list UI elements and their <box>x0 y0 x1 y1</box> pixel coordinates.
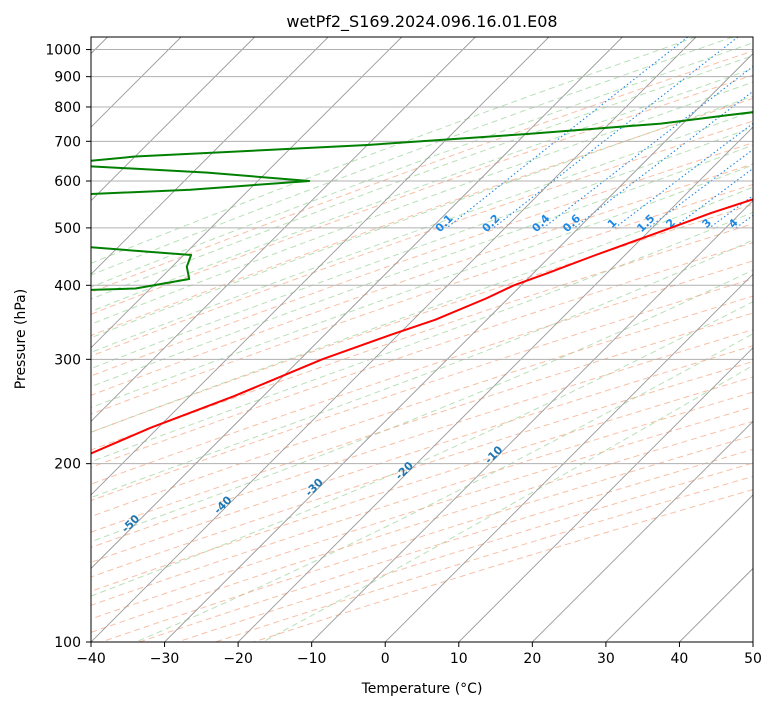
mixing-ratio-line <box>614 122 753 229</box>
y-tick-label: 600 <box>54 174 81 190</box>
moist-adiabat-line <box>91 144 753 388</box>
moist-adiabat-line <box>262 364 753 642</box>
dry-adiabats <box>91 50 753 642</box>
mixing-ratio-line <box>672 167 753 229</box>
dry-adiabat-label: -60 <box>26 532 49 555</box>
isotherm-line <box>91 37 550 496</box>
isotherm-line <box>91 37 403 349</box>
y-tick-label: 200 <box>54 457 81 473</box>
dry-adiabat-line <box>91 163 753 396</box>
profile-line <box>91 198 753 455</box>
x-tick-label: 20 <box>523 651 541 667</box>
dry-adiabat-line <box>177 462 753 642</box>
y-tick-label: 800 <box>54 100 81 116</box>
dry-adiabat-line <box>91 345 753 563</box>
isotherm-line <box>91 37 255 202</box>
profile-line <box>91 111 753 291</box>
isotherm-line <box>752 641 753 642</box>
isotherm-line <box>91 37 476 422</box>
dry-adiabat-line <box>91 361 753 578</box>
mixing-ratio-line <box>543 65 753 229</box>
x-tick-label: 0 <box>381 651 390 667</box>
isotherm-line <box>311 200 753 642</box>
mixing-ratio-line <box>446 37 689 229</box>
isotherm-line <box>237 126 753 642</box>
x-tick-label: 50 <box>744 651 762 667</box>
dry-adiabat-line <box>253 489 753 642</box>
isotherm-line <box>384 273 753 642</box>
moist-adiabat-line <box>91 164 753 409</box>
dry-adiabat-line <box>91 97 753 337</box>
y-tick-label: 1000 <box>45 43 81 59</box>
x-tick-label: −20 <box>223 651 253 667</box>
isotherm-line <box>91 37 623 570</box>
moist-adiabat-line <box>91 42 753 288</box>
y-tick-label: 500 <box>54 221 81 237</box>
dry-adiabat-line <box>91 203 753 433</box>
chart-title: wetPf2_S169.2024.096.16.01.E08 <box>286 12 557 32</box>
isotherms <box>91 37 753 642</box>
dry-adiabat-line <box>91 183 753 415</box>
moist-adiabat-line <box>91 110 753 353</box>
y-tick-label: 900 <box>54 70 81 86</box>
x-axis-label: Temperature (°C) <box>361 681 483 697</box>
y-tick-label: 700 <box>54 134 81 150</box>
y-tick-label: 300 <box>54 352 81 368</box>
profile-series <box>91 111 753 455</box>
y-tick-label: 100 <box>54 635 81 651</box>
mixing-ratio-label: 6 <box>765 216 775 231</box>
dry-adiabat-line <box>91 329 753 548</box>
x-axis-ticks: −40 −30 −20 −10 0 10 20 30 40 50 <box>76 642 762 667</box>
isotherm-line <box>605 494 753 642</box>
y-tick-label: 400 <box>54 278 81 294</box>
moist-adiabat-line <box>91 55 753 300</box>
isotherm-line <box>91 37 697 642</box>
x-tick-label: 30 <box>597 651 615 667</box>
isotherm-line <box>91 37 329 275</box>
isotherm-line <box>458 347 753 642</box>
dry-adiabat-line <box>91 376 753 592</box>
mixing-ratio-lines <box>446 37 753 229</box>
plot-frame <box>90 36 754 643</box>
dry-adiabat-line <box>91 142 753 377</box>
moist-adiabat-line <box>91 37 733 276</box>
isotherm-line <box>532 420 753 642</box>
dry-adiabat-line <box>91 120 753 357</box>
dry-adiabat-line <box>215 475 753 642</box>
y-axis-ticks: 100 200 300 400 500 600 700 800 900 1000 <box>45 43 91 651</box>
pressure-gridlines <box>91 49 753 642</box>
moist-adiabat-line <box>91 211 753 463</box>
x-tick-label: 40 <box>671 651 689 667</box>
isotherm-line <box>164 52 753 642</box>
x-tick-label: −10 <box>297 651 327 667</box>
x-tick-label: −30 <box>150 651 180 667</box>
dry-adiabat-line <box>139 448 753 642</box>
plot-background <box>91 37 753 642</box>
moist-adiabat-line <box>91 186 753 433</box>
y-axis-label: Pressure (hPa) <box>13 289 29 389</box>
x-tick-label: 10 <box>450 651 468 667</box>
x-tick-label: −40 <box>76 651 106 667</box>
